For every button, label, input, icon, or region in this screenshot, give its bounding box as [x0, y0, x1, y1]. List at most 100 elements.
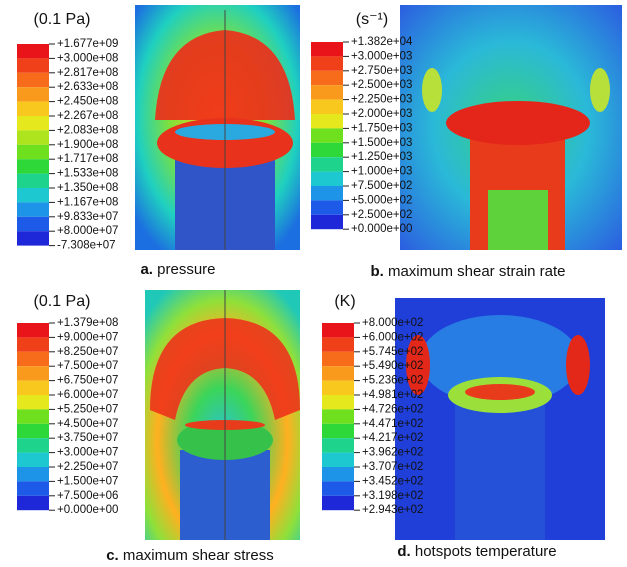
legend-label: +7.500e+07 [57, 360, 118, 372]
legend-label: +2.450e+08 [57, 96, 118, 108]
unit-label: (0.1 Pa) [34, 293, 91, 310]
legend-label: +1.900e+08 [57, 139, 118, 151]
contour-image-b [400, 5, 622, 250]
legend-label: +6.000e+02 [362, 331, 423, 343]
caption-text: maximum shear strain rate [388, 263, 566, 280]
legend-swatch [322, 453, 354, 467]
legend-label: +1.533e+08 [57, 168, 118, 180]
legend-label: +1.500e+07 [57, 475, 118, 487]
legend-label: +1.750e+03 [351, 122, 412, 134]
legend-swatch [311, 143, 343, 157]
legend-swatch [17, 481, 49, 495]
legend-label: +4.217e+02 [362, 432, 423, 444]
legend-swatch [322, 496, 354, 510]
legend-swatch [17, 102, 49, 116]
legend-label: +5.490e+02 [362, 360, 423, 372]
legend-label: +2.250e+07 [57, 461, 118, 473]
caption-text: maximum shear stress [123, 547, 274, 564]
legend-swatch [17, 409, 49, 423]
legend-label: +1.167e+08 [57, 196, 118, 208]
legend-swatch [17, 366, 49, 380]
legend-label: +1.000e+03 [351, 166, 412, 178]
legend-swatch [17, 73, 49, 87]
legend-label: +1.677e+09 [57, 38, 118, 50]
legend-swatch [17, 467, 49, 481]
legend-swatch [311, 42, 343, 56]
legend-label: +3.000e+08 [57, 52, 118, 64]
legend-label: +2.817e+08 [57, 67, 118, 79]
legend-swatch [322, 366, 354, 380]
legend-label: +2.943e+02 [362, 504, 423, 516]
legend-label: +2.267e+08 [57, 110, 118, 122]
unit-label: (K) [334, 293, 355, 310]
legend-label: +7.500e+06 [57, 490, 118, 502]
legend-label: +3.452e+02 [362, 475, 423, 487]
legend-swatch [311, 100, 343, 114]
caption-text: pressure [157, 261, 215, 278]
legend-label: +1.382e+04 [351, 36, 413, 48]
legend-label: +1.500e+03 [351, 137, 412, 149]
legend-swatch [17, 352, 49, 366]
legend-label: +2.250e+03 [351, 94, 412, 106]
legend-label: +1.379e+08 [57, 317, 118, 329]
legend-swatch [322, 323, 354, 337]
legend-swatch [322, 438, 354, 452]
legend-swatch [311, 71, 343, 85]
legend-swatch [311, 157, 343, 171]
legend-label: -7.308e+07 [57, 240, 116, 252]
legend-swatch [17, 337, 49, 351]
legend-swatch [17, 44, 49, 58]
legend-swatch [311, 186, 343, 200]
contour-image-c [145, 290, 300, 540]
unit-label: (s⁻¹) [356, 11, 388, 28]
legend-label: +5.000e+02 [351, 194, 412, 206]
legend-swatch [17, 424, 49, 438]
legend-label: +2.500e+03 [351, 79, 412, 91]
legend-swatch [17, 87, 49, 101]
legend-label: +9.833e+07 [57, 211, 118, 223]
legend-swatch [17, 159, 49, 173]
legend-label: +9.000e+07 [57, 331, 118, 343]
legend-swatch [322, 481, 354, 495]
legend-label: +3.707e+02 [362, 461, 423, 473]
legend-label: +5.236e+02 [362, 375, 423, 387]
legend-swatch [322, 337, 354, 351]
legend-label: +2.500e+02 [351, 209, 412, 221]
legend-label: +3.198e+02 [362, 490, 423, 502]
legend-label: +1.717e+08 [57, 153, 118, 165]
legend-label: +1.250e+03 [351, 151, 412, 163]
contour-image-d [395, 298, 605, 540]
legend-swatch [311, 172, 343, 186]
legend-label: +2.750e+03 [351, 65, 412, 77]
legend-swatch [311, 128, 343, 142]
legend-label: +7.500e+02 [351, 180, 412, 192]
legend-label: +2.633e+08 [57, 81, 118, 93]
legend-label: +3.000e+07 [57, 447, 118, 459]
legend-label: +0.000e+00 [57, 504, 118, 516]
legend-label: +5.250e+07 [57, 403, 118, 415]
legend-swatch [311, 85, 343, 99]
legend-label: +6.750e+07 [57, 375, 118, 387]
legend-swatch [17, 453, 49, 467]
legend-label: +0.000e+00 [351, 223, 412, 235]
legend-swatch [311, 114, 343, 128]
legend-swatch [322, 352, 354, 366]
legend-swatch [17, 496, 49, 510]
legend-swatch [322, 395, 354, 409]
legend-label: +3.962e+02 [362, 447, 423, 459]
caption-label: b. [370, 263, 383, 280]
legend-swatch [322, 424, 354, 438]
legend-label: +2.000e+03 [351, 108, 412, 120]
legend-label: +8.250e+07 [57, 346, 118, 358]
legend-swatch [311, 56, 343, 70]
contour-image-a [135, 5, 300, 250]
caption-text: hotspots temperature [415, 543, 557, 560]
legend-swatch [17, 381, 49, 395]
legend-swatch [17, 323, 49, 337]
legend-swatch [311, 200, 343, 214]
legend-swatch [17, 231, 49, 245]
legend-swatch [322, 381, 354, 395]
legend-label: +6.000e+07 [57, 389, 118, 401]
legend-label: +8.000e+02 [362, 317, 423, 329]
legend-label: +5.745e+02 [362, 346, 423, 358]
